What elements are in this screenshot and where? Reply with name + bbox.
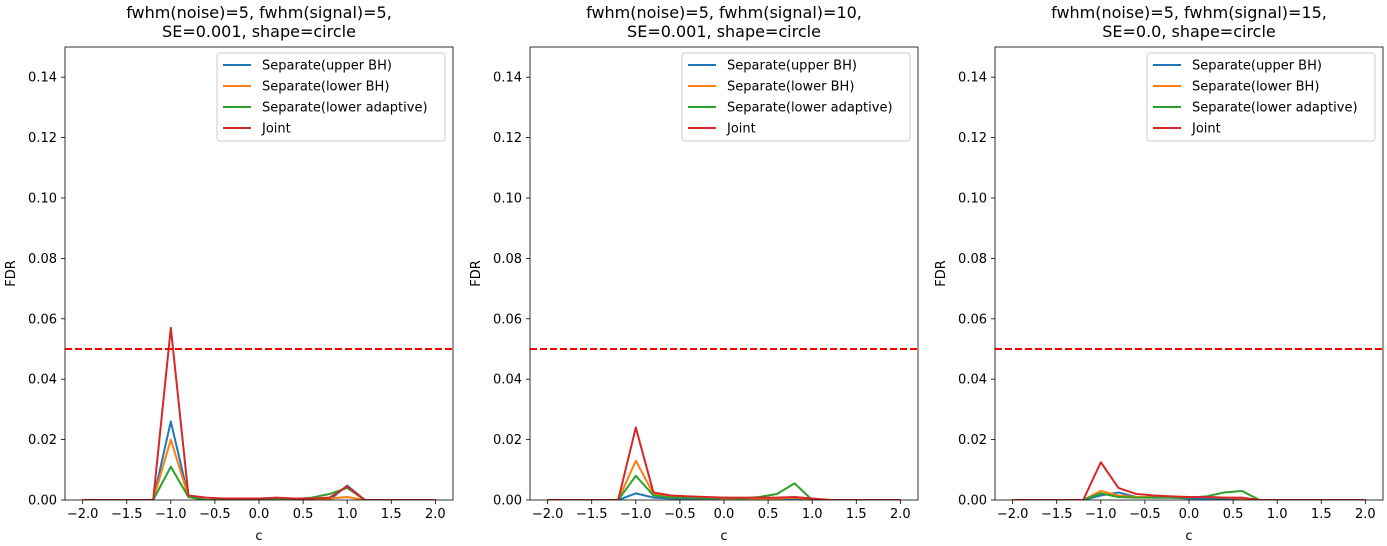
- legend-label: Separate(lower BH): [1192, 80, 1319, 95]
- y-tick-label: 0.12: [493, 131, 522, 146]
- axes-frame: [64, 46, 454, 501]
- chart-title-line: fwhm(noise)=5, fwhm(signal)=10,: [586, 3, 862, 22]
- x-tick-label: −0.5: [199, 507, 231, 522]
- chart-title-line: fwhm(noise)=5, fwhm(signal)=5,: [126, 3, 392, 22]
- x-tick-label: 1.5: [846, 507, 867, 522]
- y-axis-label: FDR: [469, 260, 484, 287]
- chart-title-line: SE=0.001, shape=circle: [162, 22, 356, 41]
- x-tick-label: −1.0: [1085, 507, 1117, 522]
- x-axis-label: c: [1185, 529, 1192, 544]
- series-line-4: [82, 326, 436, 500]
- legend: Separate(upper BH) Separate(lower BH) Sepa…: [216, 52, 446, 142]
- y-tick-label: 0.10: [493, 192, 522, 207]
- y-tick-label: 0.04: [493, 373, 522, 388]
- y-tick-label: 0.00: [493, 494, 522, 509]
- y-tick-label: 0.10: [958, 192, 987, 207]
- legend-label: Separate(upper BH): [1192, 59, 1322, 74]
- chart-title-line: SE=0.001, shape=circle: [627, 22, 821, 41]
- x-tick-label: 0.5: [758, 507, 779, 522]
- x-tick-label: 2.0: [1355, 507, 1376, 522]
- y-tick-label: 0.14: [958, 71, 987, 86]
- legend-box: [681, 52, 911, 142]
- y-tick-label: 0.08: [28, 252, 57, 267]
- y-tick-label: 0.02: [28, 433, 57, 448]
- series-line-1: [82, 420, 436, 500]
- x-tick-label: −2.0: [997, 507, 1029, 522]
- series-line-2: [82, 438, 436, 500]
- x-tick-label: −2.0: [532, 507, 564, 522]
- y-tick-label: 0.06: [493, 312, 522, 327]
- x-tick-label: 0.0: [1179, 507, 1200, 522]
- x-axis-label: c: [720, 529, 727, 544]
- legend-label: Joint: [261, 122, 291, 137]
- chart-panel-3: fwhm(noise)=5, fwhm(signal)=15,SE=0.0, s…: [934, 3, 1384, 544]
- x-tick-label: 1.0: [1267, 507, 1288, 522]
- plot-area: [547, 426, 901, 500]
- series-line-4: [547, 426, 901, 500]
- plot-area: [1012, 461, 1366, 500]
- chart-panel-1: fwhm(noise)=5, fwhm(signal)=5,SE=0.001, …: [4, 3, 454, 544]
- x-tick-label: −1.5: [1041, 507, 1073, 522]
- legend-label: Separate(lower adaptive): [262, 101, 428, 116]
- legend-box: [216, 52, 446, 142]
- y-tick-label: 0.00: [28, 494, 57, 509]
- x-tick-label: −2.0: [67, 507, 99, 522]
- y-axis-label: FDR: [934, 260, 949, 287]
- x-tick-label: 0.0: [249, 507, 270, 522]
- series-line-3: [82, 465, 436, 500]
- x-tick-label: 1.5: [381, 507, 402, 522]
- legend-label: Separate(upper BH): [262, 59, 392, 74]
- series-line-4: [1012, 461, 1366, 500]
- y-tick-label: 0.00: [958, 494, 987, 509]
- x-tick-label: −1.5: [576, 507, 608, 522]
- x-tick-label: 1.5: [1311, 507, 1332, 522]
- x-tick-label: 0.5: [293, 507, 314, 522]
- x-tick-label: 0.5: [1223, 507, 1244, 522]
- chart-title-line: SE=0.0, shape=circle: [1102, 22, 1276, 41]
- series-line-2: [547, 459, 901, 500]
- y-tick-label: 0.08: [958, 252, 987, 267]
- chart-panel-2: fwhm(noise)=5, fwhm(signal)=10,SE=0.001,…: [469, 3, 919, 544]
- axes-frame: [529, 46, 919, 501]
- x-tick-label: −0.5: [1129, 507, 1161, 522]
- chart-title-line: fwhm(noise)=5, fwhm(signal)=15,: [1051, 3, 1327, 22]
- x-tick-label: 2.0: [890, 507, 911, 522]
- legend-label: Joint: [1191, 122, 1221, 137]
- x-tick-label: 1.0: [337, 507, 358, 522]
- y-tick-label: 0.02: [958, 433, 987, 448]
- y-tick-label: 0.04: [958, 373, 987, 388]
- y-tick-label: 0.14: [493, 71, 522, 86]
- y-tick-label: 0.12: [28, 131, 57, 146]
- y-tick-label: 0.10: [28, 192, 57, 207]
- x-tick-label: 1.0: [802, 507, 823, 522]
- y-tick-label: 0.06: [28, 312, 57, 327]
- x-tick-label: −0.5: [664, 507, 696, 522]
- legend: Separate(upper BH) Separate(lower BH) Sepa…: [681, 52, 911, 142]
- x-tick-label: 0.0: [714, 507, 735, 522]
- x-axis-label: c: [255, 529, 262, 544]
- y-tick-label: 0.08: [493, 252, 522, 267]
- legend-label: Joint: [726, 122, 756, 137]
- y-tick-label: 0.02: [493, 433, 522, 448]
- legend-box: [1146, 52, 1376, 142]
- x-tick-label: −1.0: [155, 507, 187, 522]
- plot-area: [82, 326, 436, 500]
- y-axis-label: FDR: [4, 260, 19, 287]
- axes-frame: [994, 46, 1384, 501]
- y-tick-label: 0.04: [28, 373, 57, 388]
- x-tick-label: −1.5: [111, 507, 143, 522]
- y-tick-label: 0.12: [958, 131, 987, 146]
- legend-label: Separate(lower BH): [262, 80, 389, 95]
- legend-label: Separate(lower adaptive): [1192, 101, 1358, 116]
- legend-label: Separate(upper BH): [727, 59, 857, 74]
- legend-label: Separate(lower BH): [727, 80, 854, 95]
- legend: Separate(upper BH) Separate(lower BH) Sepa…: [1146, 52, 1376, 142]
- y-tick-label: 0.06: [958, 312, 987, 327]
- y-tick-label: 0.14: [28, 71, 57, 86]
- legend-label: Separate(lower adaptive): [727, 101, 893, 116]
- series-line-3: [547, 474, 901, 500]
- x-tick-label: −1.0: [620, 507, 652, 522]
- x-tick-label: 2.0: [425, 507, 446, 522]
